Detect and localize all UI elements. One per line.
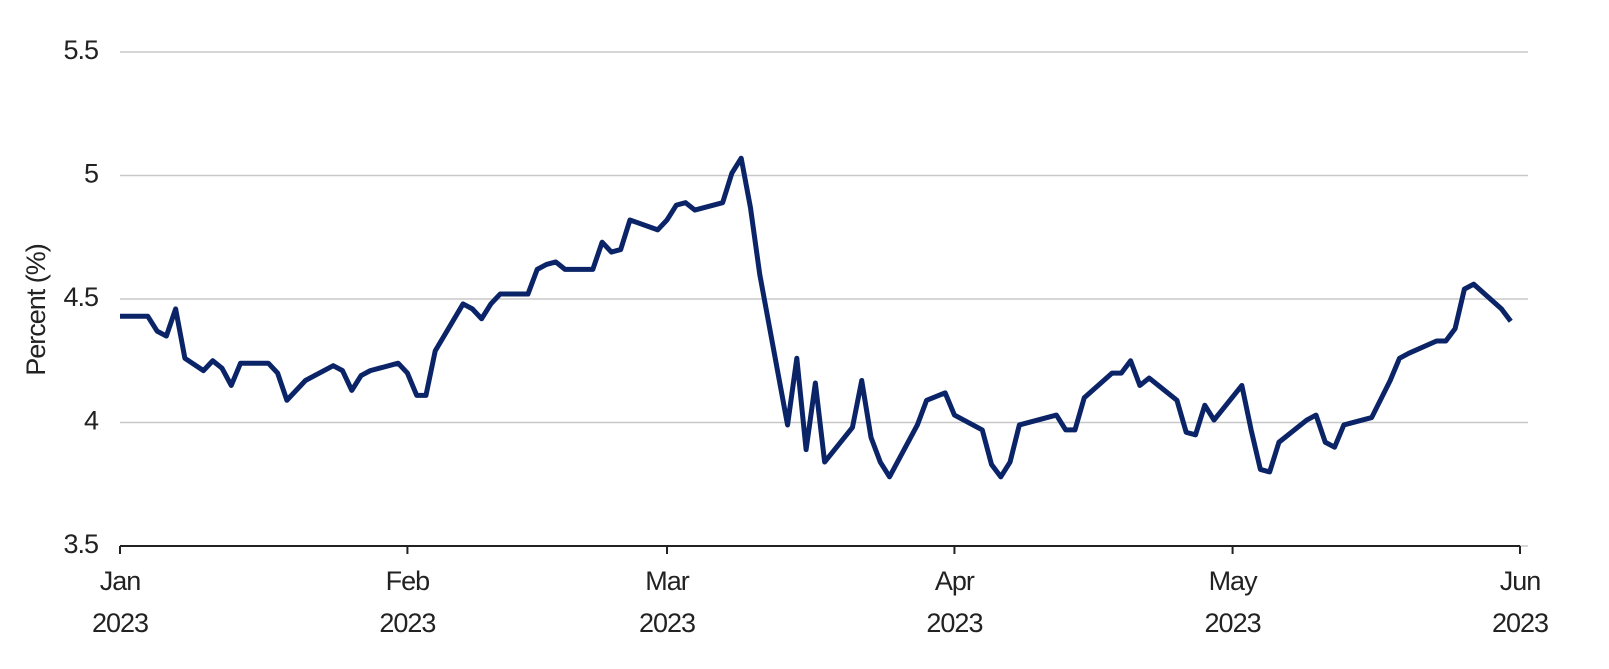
x-tick-label: Jan 2023 (92, 566, 148, 638)
x-tick-label: May 2023 (1205, 566, 1261, 638)
y-axis-label: Percent (%) (21, 244, 51, 376)
y-tick-label: 5 (84, 159, 98, 189)
y-tick-label: 3.5 (63, 529, 98, 559)
x-tick-label: Apr 2023 (926, 566, 982, 638)
line (120, 155, 1513, 480)
y-tick-label: 4 (84, 406, 99, 436)
x-tick-label: Mar 2023 (639, 566, 695, 638)
y-tick-label: 5.5 (63, 35, 98, 65)
x-tick-label: Feb 2023 (379, 566, 435, 638)
y-tick-label: 4.5 (63, 282, 98, 312)
x-tick-label: Jun 2023 (1492, 566, 1548, 638)
